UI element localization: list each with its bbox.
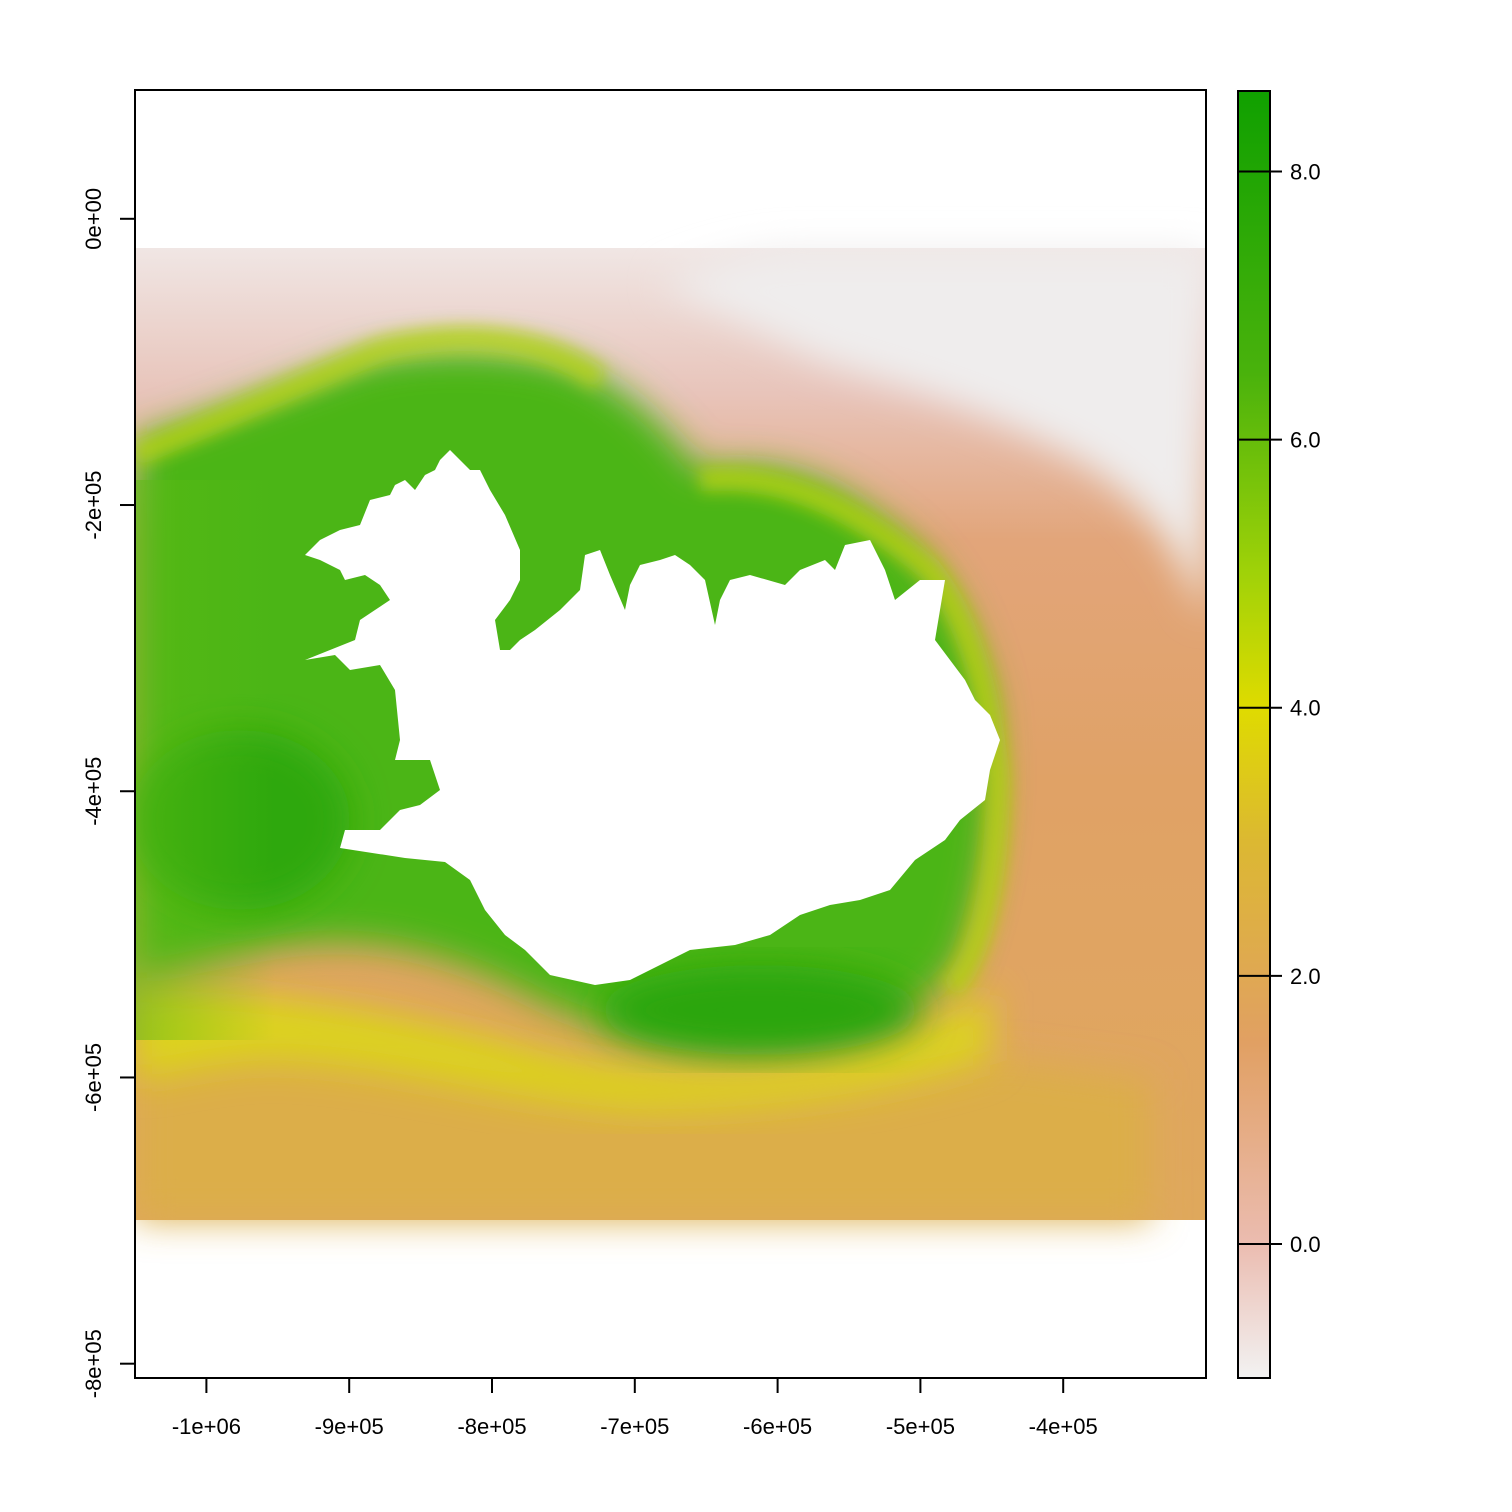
y-tick-label: 0e+00: [81, 188, 106, 250]
x-tick-label: -6e+05: [743, 1414, 812, 1439]
x-tick-label: -4e+05: [1029, 1414, 1098, 1439]
raster-mid-band: [135, 990, 990, 1110]
legend-tick-label: 2.0: [1290, 964, 1321, 989]
legend-tick-label: 6.0: [1290, 428, 1321, 453]
legend-tick-label: 4.0: [1290, 696, 1321, 721]
y-tick-label: -2e+05: [81, 470, 106, 539]
x-axis: -1e+06 -9e+05 -8e+05 -7e+05 -6e+05 -5e+05 -4e+…: [172, 1377, 1098, 1439]
raster-shelf-edge: [135, 326, 1011, 999]
legend-tick-label: 8.0: [1290, 159, 1321, 184]
x-tick-label: -1e+06: [172, 1414, 241, 1439]
y-tick-label: -6e+05: [81, 1043, 106, 1112]
y-axis: 0e+00 -2e+05 -4e+05 -6e+05 -8e+05: [81, 188, 136, 1398]
land-no-data: [305, 450, 1000, 985]
color-legend: 0.0 2.0 4.0 6.0 8.0: [1237, 90, 1321, 1379]
y-tick-label: -8e+05: [81, 1329, 106, 1398]
raster-low-value-ne: [660, 250, 1206, 620]
legend-ticks: 0.0 2.0 4.0 6.0 8.0: [1238, 159, 1321, 1257]
raster-field: [135, 248, 1206, 1220]
x-tick-label: -8e+05: [457, 1414, 526, 1439]
raster-west-gradient: [135, 480, 275, 1040]
x-tick-label: -9e+05: [315, 1414, 384, 1439]
x-tick-label: -5e+05: [886, 1414, 955, 1439]
raster-high-value-south: [600, 965, 920, 1055]
x-tick-label: -7e+05: [600, 1414, 669, 1439]
y-tick-label: -4e+05: [81, 757, 106, 826]
legend-colorbar: [1237, 90, 1271, 1379]
legend-tick-label: 0.0: [1290, 1232, 1321, 1257]
